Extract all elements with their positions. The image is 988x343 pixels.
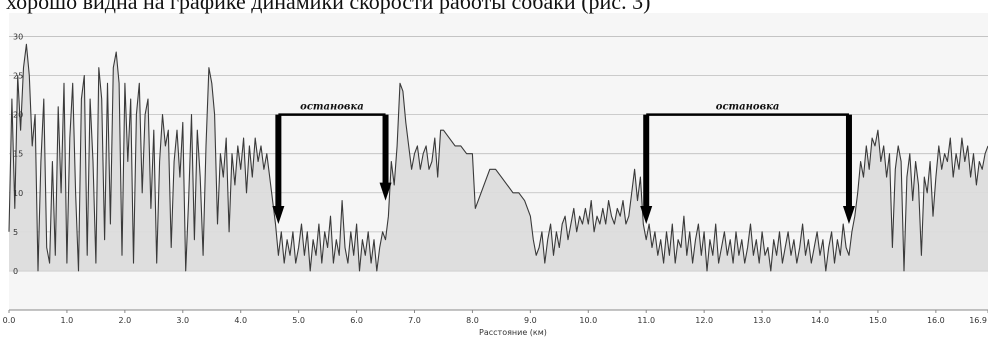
x-tick-label: 0.0 <box>3 316 16 325</box>
x-tick-label: 1.0 <box>61 316 74 325</box>
speed-area <box>9 44 988 271</box>
x-tick-label: 12.0 <box>695 316 713 325</box>
y-tick-label: 5 <box>13 228 18 237</box>
x-tick-label: 11.0 <box>637 316 655 325</box>
x-tick-label: 9.0 <box>524 316 537 325</box>
speed-series <box>8 43 988 272</box>
x-tick-label: 14.0 <box>811 316 829 325</box>
x-axis-title: Расстояние (км) <box>479 328 547 337</box>
stop-arrow-head <box>842 206 855 225</box>
annotations: остановка остановка <box>272 102 855 225</box>
x-tick-label: 6.0 <box>350 316 363 325</box>
x-tick-label: 5.0 <box>292 316 305 325</box>
y-tick-label: 25 <box>13 72 23 81</box>
x-tick-label: 8.0 <box>466 316 479 325</box>
stop-label: остановка <box>716 102 780 113</box>
x-tick-label: 2.0 <box>118 316 131 325</box>
x-tick-label: 15.0 <box>869 316 887 325</box>
y-tick-label: 15 <box>13 150 23 159</box>
x-tick-label: 10.0 <box>579 316 597 325</box>
y-tick-label: 30 <box>13 32 23 41</box>
stop-annotation: остановка <box>640 102 855 225</box>
stop-arrow-head <box>379 182 392 201</box>
figure-caption: хорошо видна на графике динамики скорост… <box>6 0 651 14</box>
x-tick-label: 4.0 <box>234 316 247 325</box>
stop-label: остановка <box>300 102 364 113</box>
y-tick-label: 0 <box>13 267 18 276</box>
y-tick-label: 10 <box>13 189 23 198</box>
axis-labels: 0 5 10 15 20 25 30 0.0 1.0 2.0 3.0 4.0 5.0 6.0 7.0 8.0 9… <box>3 32 988 337</box>
x-tick-label: 3.0 <box>176 316 189 325</box>
x-tick-label: 16.9 <box>969 316 987 325</box>
speed-line <box>8 43 988 272</box>
x-tick-label: 16.0 <box>927 316 945 325</box>
stop-arrow-head <box>272 206 285 225</box>
x-tick-label: 7.0 <box>408 316 421 325</box>
x-tick-label: 13.0 <box>753 316 771 325</box>
stop-arrow-head <box>640 206 653 225</box>
y-tick-label: 20 <box>13 111 23 120</box>
stop-annotation: остановка <box>272 102 392 225</box>
